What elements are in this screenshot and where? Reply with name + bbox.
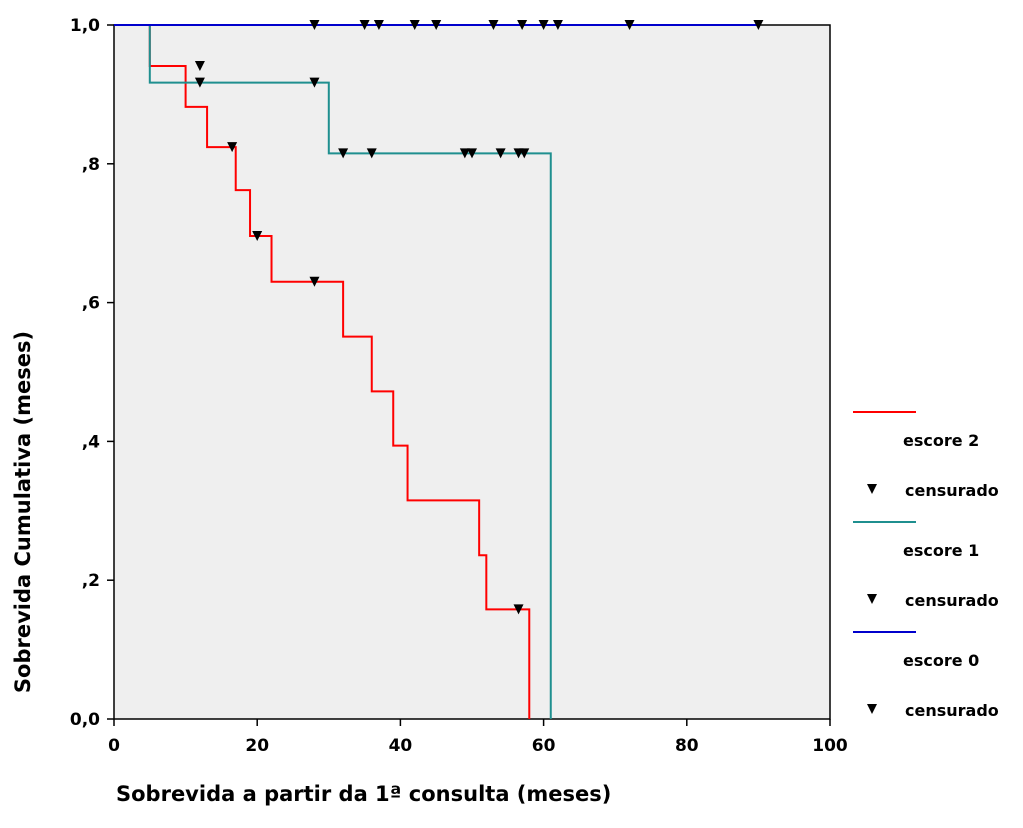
legend-series-label: escore 0: [903, 651, 979, 670]
legend-censor-label: censurado: [905, 591, 999, 610]
y-tick-label: 0,0: [70, 710, 100, 730]
censor-marker: [359, 20, 370, 30]
censor-marker: [338, 148, 349, 159]
censor-marker: [488, 20, 499, 30]
y-tick-label: ,8: [82, 155, 100, 175]
censor-marker: [495, 148, 506, 159]
censor-marker: [538, 20, 549, 30]
censor-marker: [513, 604, 524, 615]
x-tick-label: 60: [532, 736, 556, 756]
legend-censor-marker: [867, 594, 877, 604]
legend-censor-marker: [867, 484, 877, 494]
legend-series-label: escore 2: [903, 431, 979, 450]
legend-censor-label: censurado: [905, 701, 999, 720]
censor-marker: [309, 20, 320, 30]
x-tick-label: 80: [675, 736, 699, 756]
x-tick-label: 20: [245, 736, 269, 756]
legend-censor-marker: [867, 704, 877, 714]
censor-marker: [309, 276, 320, 287]
x-axis-title: Sobrevida a partir da 1ª consulta (meses…: [116, 782, 611, 806]
censor-marker: [252, 230, 263, 241]
censor-marker: [194, 77, 205, 88]
y-tick-label: ,2: [82, 571, 100, 591]
censor-marker: [459, 148, 470, 159]
censor-marker: [366, 148, 377, 159]
y-tick-label: 1,0: [70, 16, 100, 36]
censor-marker: [753, 20, 764, 30]
x-tick-label: 0: [108, 736, 120, 756]
legend-series-label: escore 1: [903, 541, 979, 560]
censor-marker: [227, 142, 238, 153]
censor-marker: [431, 20, 442, 30]
censor-marker: [409, 20, 420, 30]
censor-marker: [373, 20, 384, 30]
censor-marker: [519, 148, 530, 159]
y-tick-label: ,4: [82, 432, 100, 452]
legend-censor-label: censurado: [905, 481, 999, 500]
censor-marker: [194, 60, 205, 71]
x-tick-label: 100: [812, 736, 848, 756]
censor-marker: [552, 20, 563, 30]
censor-marker: [309, 77, 320, 88]
series-line-escore-2: [114, 24, 531, 719]
x-tick-label: 40: [389, 736, 413, 756]
y-tick-label: ,6: [82, 294, 100, 314]
censor-marker: [517, 20, 528, 30]
censor-marker: [624, 20, 635, 30]
y-axis-title: Sobrevida Cumulativa (meses): [11, 331, 35, 693]
censor-marker: [467, 148, 477, 159]
plot-area: [113, 24, 831, 720]
